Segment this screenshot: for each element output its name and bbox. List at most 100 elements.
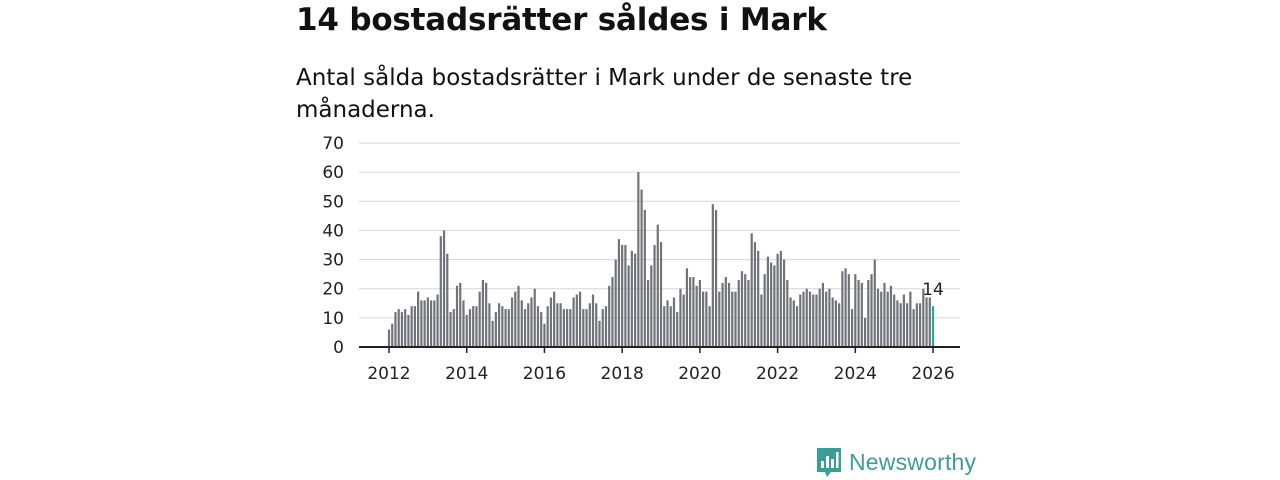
bar — [491, 320, 494, 347]
bar — [449, 312, 452, 347]
bar — [640, 189, 643, 347]
bar — [572, 297, 575, 347]
x-tick-label: 2026 — [911, 364, 954, 384]
bar — [646, 279, 650, 347]
bar — [695, 285, 698, 347]
bar — [925, 297, 928, 347]
y-tick-label: 60 — [322, 163, 344, 183]
bar — [530, 297, 533, 347]
bar — [860, 282, 863, 347]
bar — [727, 282, 731, 347]
bar — [637, 172, 640, 347]
bar — [556, 303, 559, 347]
bar — [854, 274, 857, 347]
bar — [893, 294, 896, 347]
bar — [909, 291, 912, 347]
bar — [847, 274, 850, 347]
bar — [481, 279, 485, 347]
bar — [818, 288, 821, 347]
bar — [705, 291, 708, 347]
bar — [880, 291, 883, 347]
bar — [838, 303, 841, 347]
bar — [718, 291, 721, 347]
bar — [747, 279, 750, 347]
bar — [420, 300, 423, 347]
bar — [598, 320, 601, 347]
bar — [721, 282, 724, 347]
bar — [517, 285, 520, 347]
bar — [724, 277, 727, 347]
bar — [436, 294, 439, 347]
bar — [711, 204, 714, 347]
bar — [494, 312, 497, 347]
bar — [886, 291, 889, 347]
bar — [834, 300, 837, 347]
bar — [737, 279, 740, 347]
brand-name: Newsworthy — [849, 448, 977, 475]
bar — [582, 309, 585, 347]
bar — [536, 306, 540, 347]
bar — [850, 309, 854, 347]
bar — [410, 306, 413, 347]
bar — [902, 294, 905, 347]
bar — [553, 291, 556, 347]
bar — [841, 271, 844, 347]
bar — [446, 253, 449, 347]
bar — [889, 285, 893, 347]
bar — [831, 297, 834, 347]
x-tick-label: 2018 — [601, 364, 644, 384]
bar — [763, 274, 766, 347]
bar — [520, 300, 523, 347]
bar — [604, 306, 608, 347]
newsworthy-logo[interactable]: Newsworthy — [815, 446, 976, 478]
bar — [821, 282, 825, 347]
bar — [906, 303, 909, 347]
bar — [782, 259, 786, 347]
bar — [708, 306, 711, 347]
headline: 14 bostadsrätter såldes i Mark — [296, 2, 827, 38]
bar — [387, 329, 391, 347]
bar — [575, 294, 578, 347]
bar — [559, 303, 562, 347]
bar — [585, 309, 588, 347]
bar — [685, 268, 689, 347]
bar — [698, 279, 701, 347]
x-tick-label: 2022 — [756, 364, 799, 384]
bar — [400, 312, 404, 347]
bar — [656, 224, 659, 347]
bar — [430, 300, 433, 347]
bar — [533, 288, 536, 347]
bar — [523, 309, 527, 347]
bar — [442, 230, 446, 347]
bar — [397, 309, 400, 347]
bar — [591, 294, 595, 347]
bar — [478, 291, 481, 347]
bar — [501, 306, 504, 347]
bar — [744, 274, 747, 347]
bar-chart-speech-icon — [817, 448, 841, 477]
bar — [828, 288, 831, 347]
bar — [549, 297, 553, 347]
bar — [527, 303, 530, 347]
bar — [808, 291, 812, 347]
bar — [770, 262, 773, 347]
bar — [899, 303, 902, 347]
bar — [504, 309, 507, 347]
bar — [802, 291, 805, 347]
bar — [857, 279, 860, 347]
bar — [792, 300, 795, 347]
bar — [815, 294, 818, 347]
x-tick-label: 2024 — [834, 364, 877, 384]
bar — [426, 297, 429, 347]
chart-title: Antal sålda bostadsrätter i Mark under d… — [296, 65, 913, 123]
bar — [863, 317, 867, 347]
bar — [867, 279, 870, 347]
bar — [870, 274, 873, 347]
bar — [795, 306, 799, 347]
bar — [876, 288, 880, 347]
bar — [614, 259, 617, 347]
bars — [387, 172, 935, 347]
bar — [766, 256, 769, 347]
bar — [844, 268, 847, 347]
y-tick-label: 50 — [322, 192, 344, 212]
